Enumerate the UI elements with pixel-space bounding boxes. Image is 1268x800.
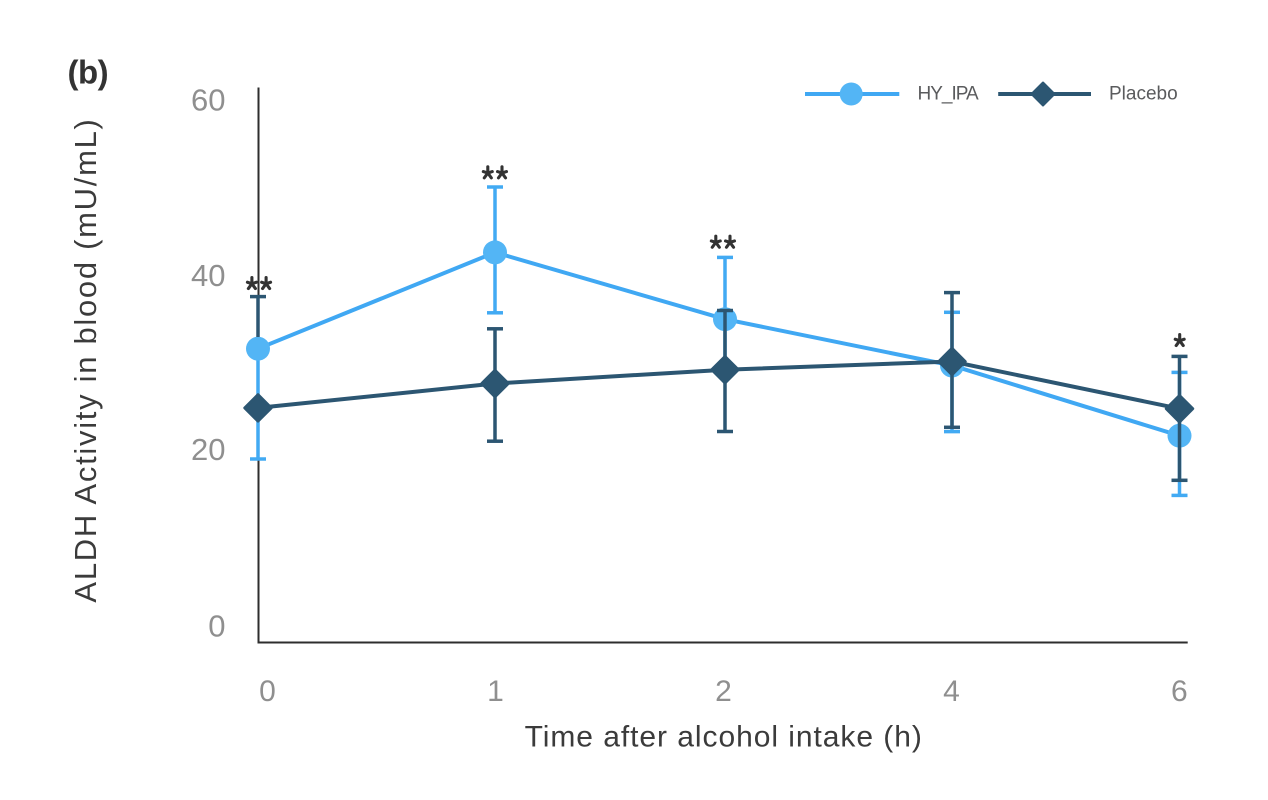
svg-text:Time after alcohol intake (h): Time after alcohol intake (h) (525, 721, 923, 754)
svg-text:20: 20 (191, 432, 225, 467)
svg-text:ALDH Activity in blood (mU/mL): ALDH Activity in blood (mU/mL) (68, 117, 103, 602)
svg-text:(b): (b) (68, 54, 109, 91)
svg-text:HY_IPA: HY_IPA (918, 84, 980, 105)
svg-text:60: 60 (191, 83, 225, 118)
svg-text:2: 2 (715, 675, 732, 708)
svg-text:0: 0 (259, 675, 276, 708)
svg-text:6: 6 (1171, 675, 1188, 708)
svg-text:0: 0 (208, 608, 225, 643)
svg-text:4: 4 (943, 675, 960, 708)
svg-text:40: 40 (191, 258, 225, 293)
svg-text:1: 1 (487, 675, 504, 708)
svg-text:Placebo: Placebo (1109, 84, 1178, 105)
